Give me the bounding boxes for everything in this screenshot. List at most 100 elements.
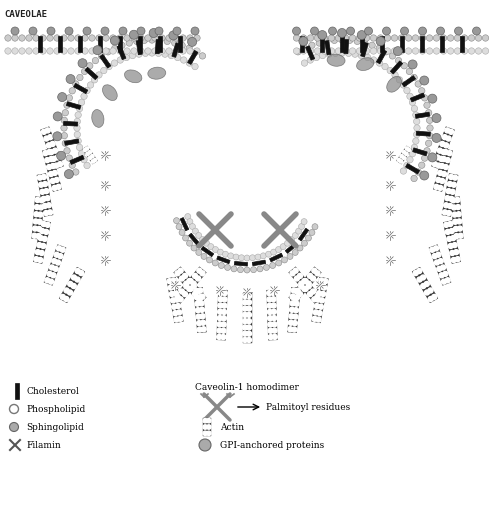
- Circle shape: [129, 52, 136, 59]
- Circle shape: [280, 244, 286, 250]
- Circle shape: [451, 235, 456, 241]
- Circle shape: [167, 279, 172, 284]
- Circle shape: [247, 319, 251, 324]
- Circle shape: [449, 129, 453, 134]
- Circle shape: [349, 35, 356, 41]
- Circle shape: [322, 285, 327, 290]
- Text: CAVEOLAE: CAVEOLAE: [4, 10, 47, 19]
- Circle shape: [288, 236, 294, 243]
- Circle shape: [428, 297, 433, 302]
- Circle shape: [35, 250, 41, 254]
- Circle shape: [452, 182, 456, 187]
- Circle shape: [129, 30, 138, 40]
- Circle shape: [62, 140, 69, 147]
- Polygon shape: [118, 36, 122, 52]
- Circle shape: [60, 294, 65, 300]
- Circle shape: [346, 37, 353, 44]
- Circle shape: [42, 236, 47, 242]
- Circle shape: [320, 52, 326, 59]
- Circle shape: [454, 233, 459, 239]
- Circle shape: [243, 325, 247, 330]
- Circle shape: [40, 48, 46, 54]
- Circle shape: [271, 290, 276, 295]
- Polygon shape: [15, 383, 19, 399]
- Circle shape: [110, 48, 116, 54]
- Circle shape: [137, 27, 145, 35]
- Circle shape: [47, 27, 55, 35]
- Circle shape: [438, 185, 443, 190]
- Circle shape: [415, 169, 421, 175]
- Circle shape: [49, 265, 54, 270]
- Circle shape: [182, 291, 188, 297]
- Circle shape: [400, 82, 407, 88]
- Polygon shape: [433, 149, 453, 191]
- Circle shape: [436, 177, 441, 183]
- Circle shape: [402, 156, 406, 160]
- Text: Cholesterol: Cholesterol: [26, 386, 79, 396]
- Polygon shape: [138, 36, 142, 52]
- Polygon shape: [37, 173, 53, 216]
- Circle shape: [141, 37, 148, 44]
- Circle shape: [293, 48, 300, 54]
- Circle shape: [48, 156, 54, 162]
- Circle shape: [178, 268, 183, 273]
- Circle shape: [376, 37, 385, 46]
- Circle shape: [307, 48, 314, 54]
- Circle shape: [307, 35, 314, 41]
- Polygon shape: [117, 45, 126, 60]
- Ellipse shape: [92, 109, 104, 127]
- Circle shape: [438, 259, 443, 264]
- Circle shape: [444, 222, 449, 227]
- Circle shape: [449, 196, 454, 202]
- Circle shape: [145, 48, 151, 54]
- Circle shape: [444, 165, 449, 170]
- Circle shape: [217, 315, 222, 321]
- Circle shape: [440, 142, 445, 146]
- Circle shape: [64, 288, 69, 293]
- Circle shape: [404, 162, 410, 169]
- Circle shape: [45, 157, 50, 163]
- Circle shape: [425, 109, 432, 116]
- Circle shape: [180, 48, 186, 54]
- Polygon shape: [451, 196, 463, 239]
- Circle shape: [426, 35, 433, 41]
- Circle shape: [428, 288, 433, 293]
- Circle shape: [110, 35, 116, 41]
- Circle shape: [384, 35, 391, 41]
- Circle shape: [193, 291, 198, 297]
- Circle shape: [293, 297, 298, 302]
- Circle shape: [173, 310, 178, 315]
- Circle shape: [268, 328, 273, 333]
- Circle shape: [54, 252, 59, 257]
- Circle shape: [309, 229, 315, 235]
- Circle shape: [168, 52, 174, 59]
- Circle shape: [5, 48, 11, 54]
- Polygon shape: [74, 83, 88, 94]
- Circle shape: [329, 35, 335, 41]
- Circle shape: [206, 257, 212, 263]
- Circle shape: [197, 327, 202, 332]
- Circle shape: [424, 282, 429, 286]
- Circle shape: [454, 48, 461, 54]
- Circle shape: [45, 278, 50, 283]
- Circle shape: [159, 48, 165, 54]
- Circle shape: [187, 219, 193, 225]
- Circle shape: [411, 175, 417, 182]
- Circle shape: [84, 87, 90, 94]
- Circle shape: [123, 54, 129, 61]
- Polygon shape: [64, 122, 78, 126]
- Circle shape: [272, 315, 277, 321]
- Circle shape: [445, 229, 451, 234]
- Circle shape: [318, 284, 323, 289]
- Circle shape: [179, 42, 185, 49]
- Circle shape: [91, 160, 94, 163]
- Circle shape: [166, 48, 172, 54]
- Circle shape: [180, 35, 186, 41]
- Circle shape: [110, 36, 120, 45]
- Circle shape: [448, 243, 453, 248]
- Circle shape: [452, 205, 456, 210]
- Polygon shape: [288, 267, 321, 303]
- Circle shape: [47, 48, 53, 54]
- Circle shape: [75, 48, 81, 54]
- Circle shape: [38, 175, 42, 180]
